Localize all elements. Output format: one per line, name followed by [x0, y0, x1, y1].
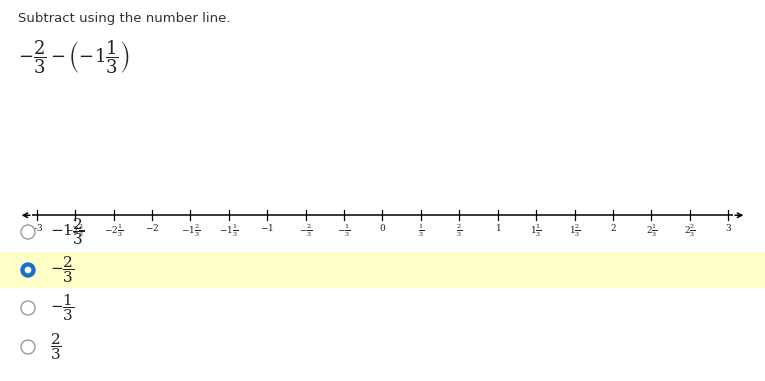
Circle shape — [21, 340, 35, 354]
Text: $2\frac{2}{3}$: $2\frac{2}{3}$ — [684, 222, 695, 239]
Text: $-\dfrac{2}{3}$: $-\dfrac{2}{3}$ — [50, 255, 74, 285]
Text: $-\frac{1}{3}$: $-\frac{1}{3}$ — [337, 222, 351, 239]
Text: $2\frac{1}{3}$: $2\frac{1}{3}$ — [646, 222, 657, 239]
Text: Subtract using the number line.: Subtract using the number line. — [18, 12, 230, 25]
Text: $-1\dfrac{2}{3}$: $-1\dfrac{2}{3}$ — [50, 217, 84, 247]
FancyBboxPatch shape — [0, 252, 765, 288]
Text: $-1$: $-1$ — [260, 222, 274, 233]
Circle shape — [25, 267, 31, 273]
Text: $-\dfrac{1}{3}$: $-\dfrac{1}{3}$ — [50, 293, 74, 323]
Text: $\frac{1}{3}$: $\frac{1}{3}$ — [418, 222, 424, 239]
Text: $-2\frac{2}{3}$: $-2\frac{2}{3}$ — [66, 222, 85, 239]
Text: $3$: $3$ — [724, 222, 732, 233]
Text: $\dfrac{2}{3}$: $\dfrac{2}{3}$ — [50, 331, 62, 362]
Text: $-2\frac{1}{3}$: $-2\frac{1}{3}$ — [104, 222, 123, 239]
Text: $-1\frac{1}{3}$: $-1\frac{1}{3}$ — [220, 222, 239, 239]
Text: $0$: $0$ — [379, 222, 386, 233]
Text: $-\frac{2}{3}$: $-\frac{2}{3}$ — [299, 222, 312, 239]
Circle shape — [21, 301, 35, 315]
Text: $-3$: $-3$ — [29, 222, 44, 233]
Text: $2$: $2$ — [610, 222, 617, 233]
Text: $\frac{2}{3}$: $\frac{2}{3}$ — [457, 222, 462, 239]
Circle shape — [21, 263, 35, 277]
Text: $-1\frac{2}{3}$: $-1\frac{2}{3}$ — [181, 222, 200, 239]
Text: $1$: $1$ — [494, 222, 501, 233]
Text: $1\frac{2}{3}$: $1\frac{2}{3}$ — [568, 222, 581, 239]
Text: $-2$: $-2$ — [145, 222, 159, 233]
Text: $1\frac{1}{3}$: $1\frac{1}{3}$ — [530, 222, 542, 239]
Circle shape — [21, 225, 35, 239]
Text: $-\dfrac{2}{3}-\left(-1\dfrac{1}{3}\right)$: $-\dfrac{2}{3}-\left(-1\dfrac{1}{3}\righ… — [18, 38, 129, 76]
